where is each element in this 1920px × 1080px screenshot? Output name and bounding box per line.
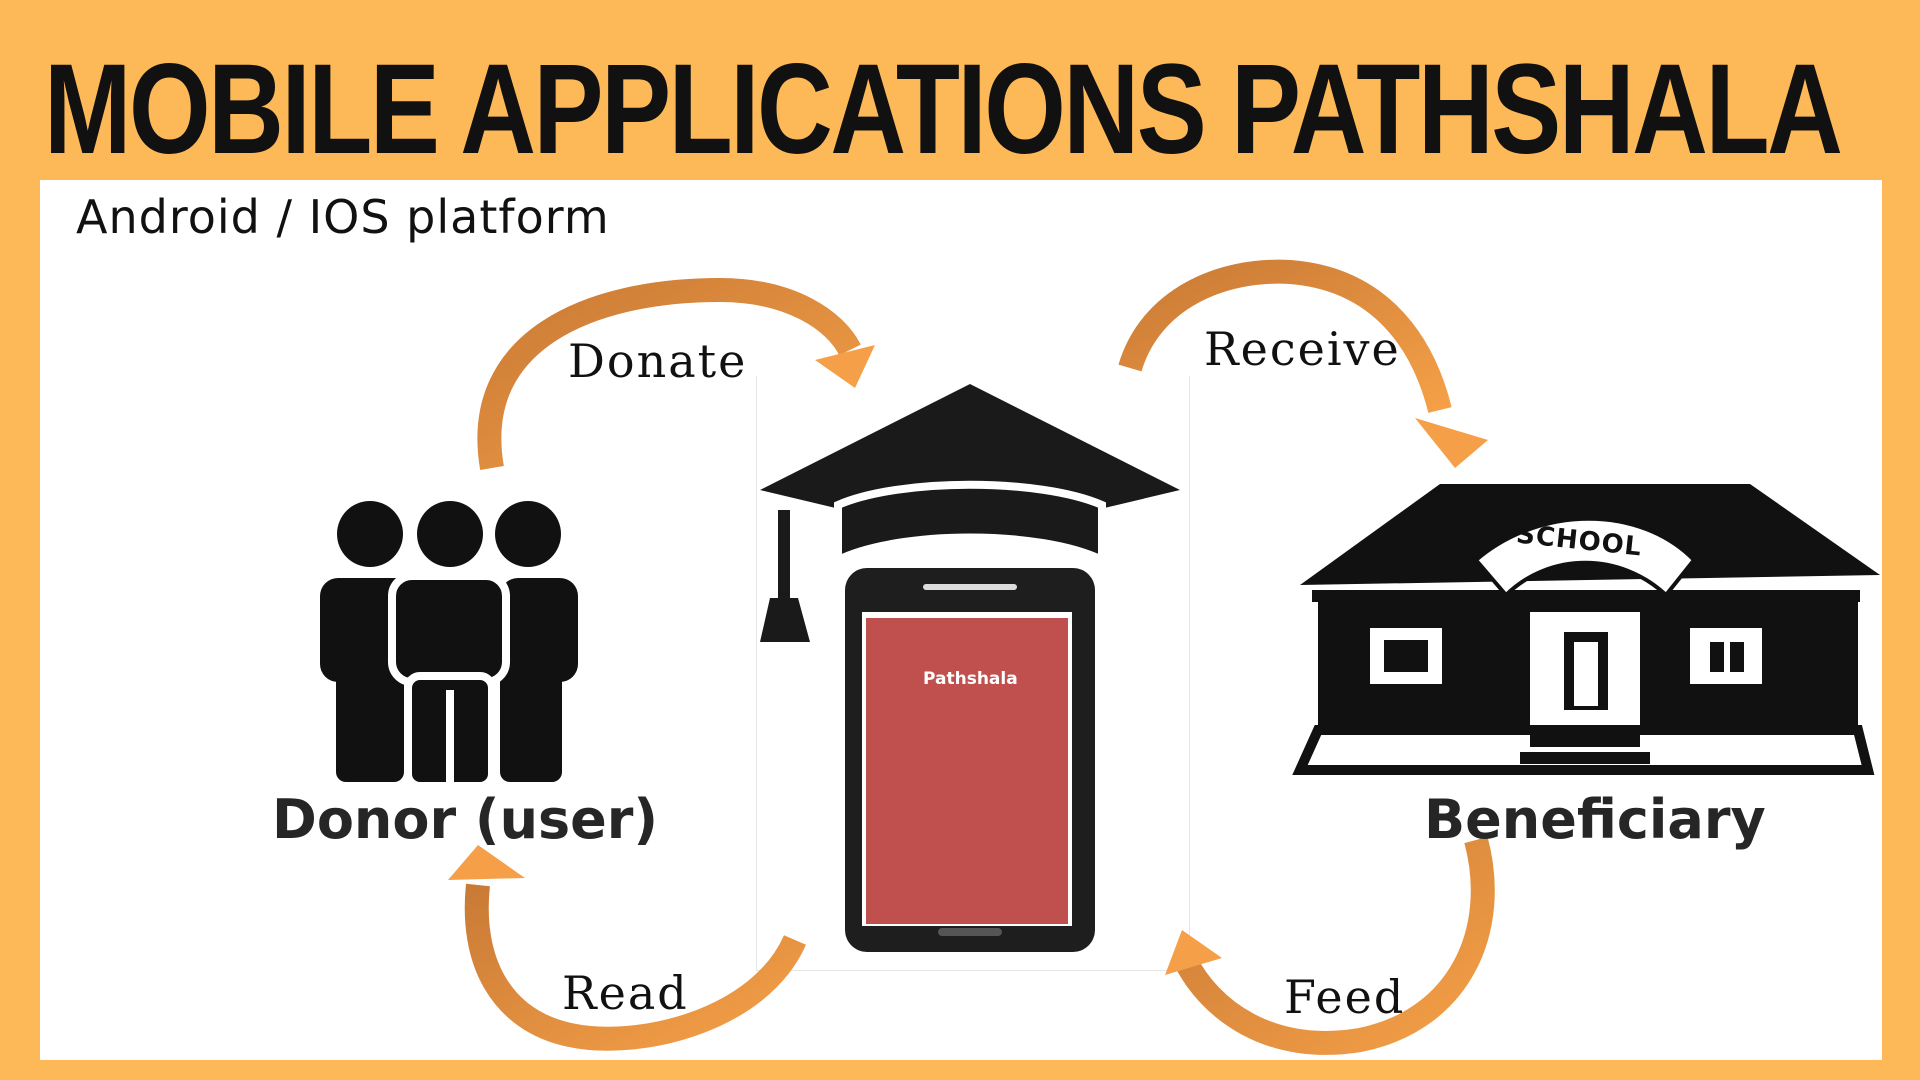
school-building-icon <box>1292 484 1880 775</box>
donate-arrow <box>477 277 875 471</box>
graduation-cap-icon <box>760 384 1180 642</box>
donate-label: Donate <box>568 334 748 388</box>
people-group-icon <box>320 501 578 790</box>
receive-arrow <box>1118 259 1488 468</box>
donor-label: Donor (user) <box>272 788 659 851</box>
read-arrow <box>448 845 806 1051</box>
page-title: MOBILE APPLICATIONS PATHSHALA <box>44 37 1843 181</box>
feed-arrow <box>1165 836 1495 1055</box>
read-label: Read <box>562 966 689 1020</box>
receive-label: Receive <box>1204 322 1401 376</box>
platform-subtitle: Android / IOS platform <box>76 190 610 244</box>
beneficiary-label: Beneficiary <box>1424 788 1766 851</box>
feed-label: Feed <box>1284 970 1406 1024</box>
app-screen-label: Pathshala <box>923 669 1018 689</box>
phone-screen <box>866 618 1068 924</box>
phone-icon <box>845 568 1095 952</box>
